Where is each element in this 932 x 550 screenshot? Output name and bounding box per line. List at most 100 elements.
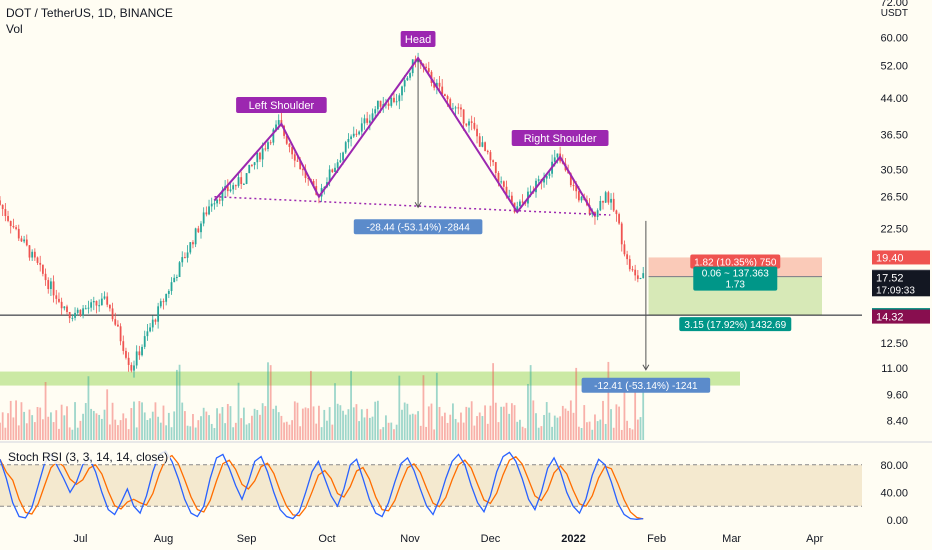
volume-bar: [25, 423, 28, 440]
volume-bar: [251, 415, 253, 440]
candle-body: [213, 203, 216, 205]
volume-bar: [612, 427, 615, 440]
volume-bar: [15, 400, 17, 440]
candle-body: [607, 192, 610, 203]
ratio-label: 1.73: [726, 280, 746, 291]
candle-body: [216, 199, 218, 204]
volume-bar: [548, 412, 551, 440]
volume-bar: [382, 427, 385, 440]
time-tick: Dec: [481, 533, 501, 545]
candle-body: [599, 200, 602, 211]
volume-bar: [478, 412, 481, 440]
candle-body: [468, 121, 470, 126]
volume-bar: [264, 406, 267, 440]
candle-body: [588, 205, 591, 215]
volume-bar: [173, 411, 176, 440]
candle-body: [553, 157, 556, 162]
volume-bar: [12, 417, 15, 440]
candle-body: [39, 262, 42, 265]
volume-bar: [20, 402, 23, 440]
volume-bar: [133, 401, 135, 440]
candle-body: [264, 148, 267, 150]
stoch-rsi-label: Stoch RSI (3, 3, 14, 14, close): [6, 450, 171, 464]
volume-bar: [23, 411, 26, 440]
volume-bar: [443, 412, 446, 440]
price-tag: 17.52: [876, 272, 904, 284]
volume-bar: [71, 429, 74, 440]
candle-body: [141, 346, 143, 356]
volume-bar: [135, 427, 138, 440]
price-tick: 12.50: [880, 338, 908, 350]
candle-body: [572, 185, 575, 187]
candle-body: [84, 308, 87, 310]
volume-bar: [261, 403, 264, 440]
candle-body: [103, 296, 106, 299]
candle-body: [63, 306, 66, 309]
candle-body: [58, 298, 60, 302]
volume-bar: [218, 413, 221, 440]
risk-label: 1.82 (10.35%) 750: [694, 257, 777, 268]
volume-bar: [494, 402, 497, 440]
volume-bar: [184, 411, 186, 440]
volume-bar: [502, 406, 505, 440]
volume-bar: [409, 414, 411, 440]
volume-bar: [419, 425, 422, 440]
volume-bar: [320, 427, 323, 440]
volume-bar: [583, 405, 586, 440]
volume-bar: [387, 422, 390, 440]
volume-bar: [60, 404, 63, 440]
candle-body: [296, 160, 299, 162]
volume-bar: [151, 411, 154, 440]
volume-bar: [567, 410, 570, 440]
volume-bar: [572, 412, 575, 440]
time-tick: Feb: [647, 533, 666, 545]
candle-body: [71, 317, 74, 319]
candle-body: [232, 185, 235, 190]
volume-bar: [253, 408, 256, 440]
candle-body: [95, 301, 98, 306]
volume-bar: [559, 416, 562, 440]
volume-bar: [232, 427, 235, 440]
candle-body: [98, 305, 101, 307]
volume-bar: [505, 402, 508, 440]
volume-bar: [141, 402, 143, 440]
volume-bar: [433, 429, 436, 440]
volume-bar: [537, 427, 540, 440]
measure-label: -12.41 (-53.14%) -1241: [594, 381, 698, 392]
price-tick: 52.00: [880, 60, 908, 72]
volume-bar: [194, 427, 197, 440]
volume-bar: [620, 429, 623, 440]
volume-bar: [52, 422, 55, 440]
volume-bar: [596, 421, 599, 440]
candle-body: [82, 308, 84, 316]
candle-body: [181, 257, 184, 263]
candle-body: [577, 191, 580, 201]
candle-body: [143, 336, 146, 347]
volume-bar: [460, 412, 462, 440]
volume-bar: [277, 412, 280, 440]
candle-body: [157, 306, 160, 322]
volume-bar: [167, 412, 170, 440]
volume-bar: [175, 369, 178, 440]
volume-bar: [334, 383, 336, 440]
volume-bar: [242, 407, 245, 440]
volume-bar: [68, 427, 71, 440]
candle-body: [9, 220, 12, 227]
candle-body: [446, 96, 449, 100]
candle-body: [68, 311, 71, 319]
candle-body: [200, 223, 202, 233]
volume-bar: [210, 423, 213, 440]
candle-body: [167, 291, 170, 294]
volume-bar: [192, 414, 194, 440]
time-tick: Sep: [237, 533, 257, 545]
pattern-label-bg: [400, 31, 436, 48]
candle-body: [165, 293, 168, 302]
price-tick: 22.50: [880, 224, 908, 236]
candle-body: [344, 142, 347, 153]
demand-zone: [0, 371, 740, 386]
candle-body: [339, 160, 342, 163]
candle-body: [208, 206, 210, 215]
volume-bar: [602, 400, 604, 440]
candle-body: [44, 273, 47, 281]
